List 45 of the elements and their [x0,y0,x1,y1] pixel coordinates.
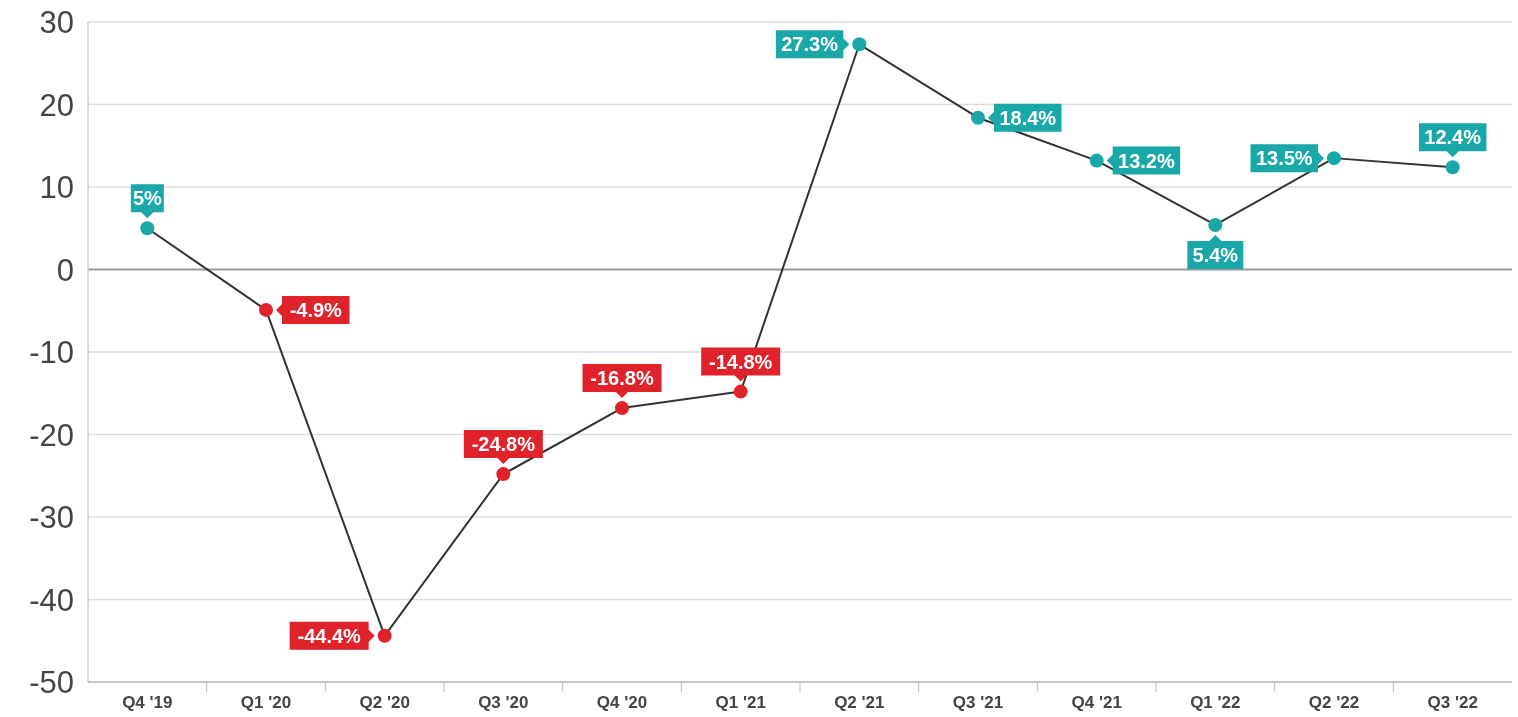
x-tick-label: Q1 '21 [715,693,766,712]
y-tick-label: 20 [39,87,74,123]
x-tick-label: Q2 '22 [1308,693,1360,712]
point [140,221,155,236]
x-tick-label: Q3 '22 [1427,693,1478,712]
y-tick-label: 0 [56,252,74,288]
point [377,628,392,643]
x-tick-label: Q2 '20 [359,693,410,712]
data-label: 5% [132,187,162,210]
y-tick-label: -30 [29,500,74,535]
data-label: -44.4% [297,624,362,647]
point [259,302,273,317]
point [852,37,867,52]
data-label: 27.3% [781,33,839,56]
y-tick-label: -10 [29,335,74,370]
data-label: 13.5% [1255,147,1313,170]
data-label: -4.9% [289,298,343,321]
x-tick-label: Q1 '20 [240,693,292,712]
x-tick-label: Q1 '22 [1190,693,1241,712]
data-label: -24.8% [471,433,536,456]
y-tick-label: -20 [29,417,74,453]
point [1445,160,1460,175]
y-tick-label: 10 [39,170,74,205]
data-label: -14.8% [708,350,773,373]
point [1327,151,1341,166]
point [733,384,748,399]
x-tick-label: Q3 '20 [478,693,529,712]
y-tick-label: -40 [29,582,74,618]
point [971,110,985,125]
x-tick-label: Q4 '21 [1071,693,1122,712]
data-label: -16.8% [590,367,654,390]
point [496,467,511,482]
y-tick-label: -50 [29,665,74,700]
data-label: 12.4% [1424,126,1482,149]
x-tick-label: Q2 '21 [834,693,885,712]
data-label: 13.2% [1118,149,1175,172]
x-tick-label: Q4 '20 [596,693,648,712]
y-tick-label: 30 [39,5,74,40]
point [615,401,629,416]
x-tick-label: Q4 '19 [122,693,173,712]
x-tick-label: Q3 '21 [952,693,1004,712]
data-label: 18.4% [999,106,1057,129]
point [1208,217,1223,232]
data-label: 5.4% [1192,243,1239,266]
point [1089,153,1104,168]
